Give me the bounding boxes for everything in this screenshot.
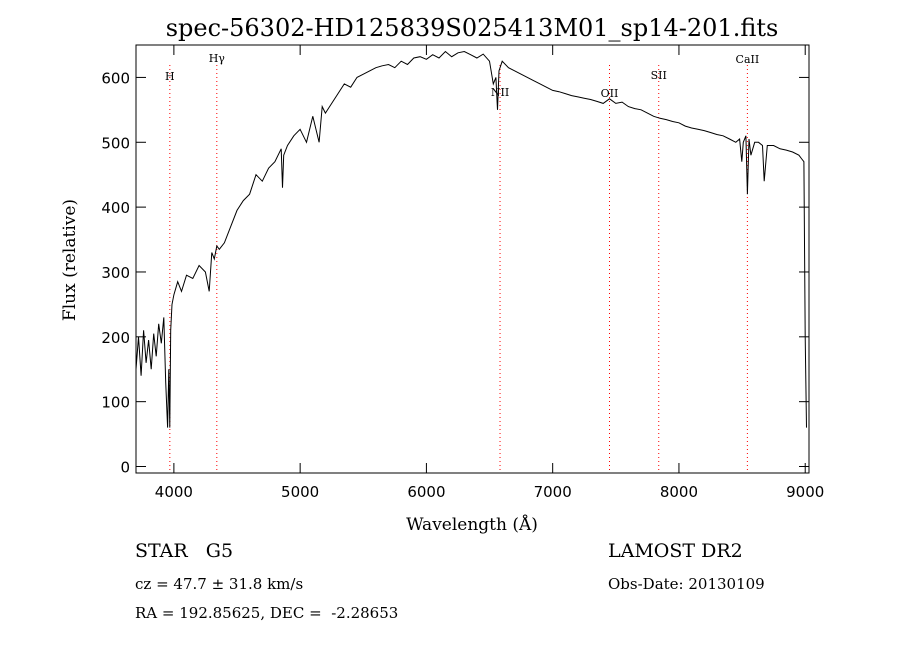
y-tick-label: 600 <box>101 69 130 87</box>
marker-label: Hγ <box>209 52 226 65</box>
y-tick-label: 0 <box>120 459 130 477</box>
spectral-line-markers: H Hγ NII OII SII CaII <box>165 52 759 473</box>
x-tick-label: 5000 <box>281 483 319 501</box>
marker-label: CaII <box>736 53 760 66</box>
x-tick-label: 7000 <box>534 483 572 501</box>
marker-label: SII <box>651 69 667 82</box>
marker-label: OII <box>601 87 619 100</box>
axis-ticks: 4000 5000 6000 7000 8000 9000 0 100 200 300 400 500… <box>101 45 824 501</box>
y-tick-label: 300 <box>101 264 130 282</box>
y-tick-label: 100 <box>101 394 130 412</box>
x-tick-label: 6000 <box>407 483 445 501</box>
redshift-cz: cz = 47.7 ± 31.8 km/s <box>135 575 304 593</box>
y-tick-label: 400 <box>101 199 130 217</box>
ra-dec: RA = 192.85625, DEC = -2.28653 <box>135 604 399 622</box>
y-axis-label: Flux (relative) <box>60 199 80 321</box>
x-tick-label: 8000 <box>660 483 698 501</box>
object-class: STAR G5 <box>135 540 234 562</box>
x-axis-label: Wavelength (Å) <box>406 514 538 535</box>
observation-date: Obs-Date: 20130109 <box>608 575 765 593</box>
survey-name: LAMOST DR2 <box>608 540 743 562</box>
chart-title: spec-56302-HD125839S025413M01_sp14-201.f… <box>166 14 779 42</box>
plot-frame <box>135 44 810 474</box>
x-tick-label: 9000 <box>786 483 824 501</box>
y-tick-label: 200 <box>101 329 130 347</box>
marker-label: NII <box>491 86 509 99</box>
spectrum-line <box>135 50 807 428</box>
y-tick-label: 500 <box>101 134 130 152</box>
marker-label: H <box>165 70 175 83</box>
x-tick-label: 4000 <box>155 483 193 501</box>
